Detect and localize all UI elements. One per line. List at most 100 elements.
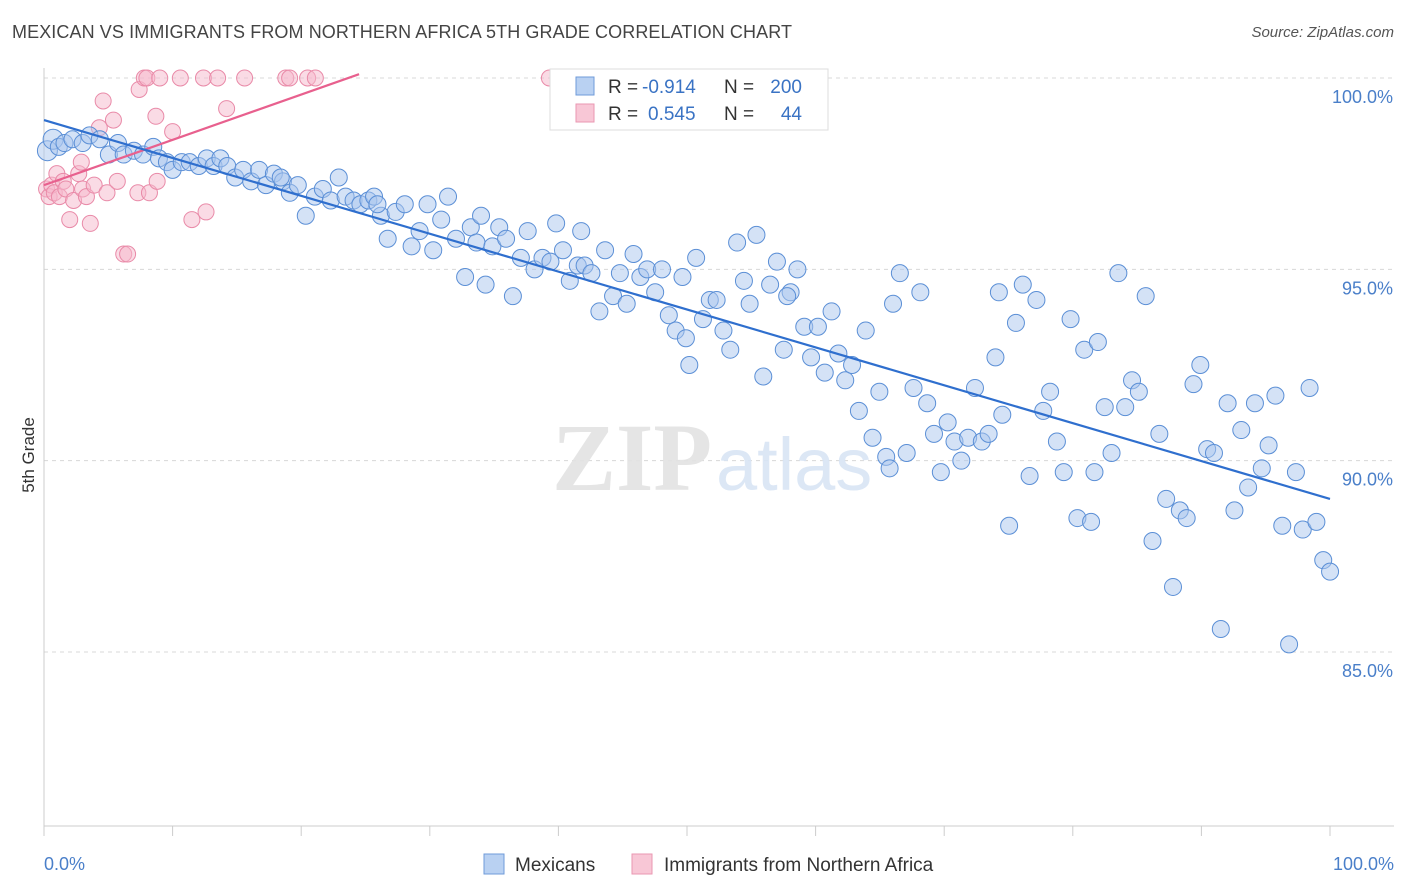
data-point-mexicans xyxy=(870,382,889,401)
data-point-mexicans xyxy=(288,176,307,195)
data-point-mexicans xyxy=(368,195,387,214)
data-point-mexicans xyxy=(1232,421,1251,440)
y-tick-label-85: 85.0% xyxy=(1342,661,1393,681)
data-point-mexicans xyxy=(476,275,495,294)
data-point-mexicans xyxy=(1000,516,1019,535)
data-point-mexicans xyxy=(1157,489,1176,508)
watermark: ZIP atlas xyxy=(552,404,872,511)
data-point-mexicans xyxy=(503,287,522,306)
data-point-mexicans xyxy=(1085,463,1104,482)
data-point-northern-africa xyxy=(209,69,227,87)
data-point-mexicans xyxy=(472,206,491,225)
data-point-mexicans xyxy=(1300,378,1319,397)
data-point-mexicans xyxy=(296,206,315,225)
data-point-mexicans xyxy=(1088,333,1107,352)
bottom-legend-label-northern-africa: Immigrants from Northern Africa xyxy=(664,855,934,876)
data-point-mexicans xyxy=(918,394,937,413)
data-point-mexicans xyxy=(1006,313,1025,332)
legend-r-label-2: R = xyxy=(608,104,638,125)
data-point-mexicans xyxy=(728,233,747,252)
legend-r-value-2: 0.545 xyxy=(648,104,696,125)
data-point-northern-africa xyxy=(171,69,189,87)
data-point-mexicans xyxy=(767,252,786,271)
data-point-mexicans xyxy=(395,195,414,214)
legend-n-label-2: N = xyxy=(724,104,754,125)
data-point-mexicans xyxy=(986,348,1005,367)
data-point-mexicans xyxy=(904,378,923,397)
data-point-mexicans xyxy=(740,294,759,313)
data-point-mexicans xyxy=(673,267,692,286)
legend-n-value-1: 200 xyxy=(770,77,802,98)
data-point-mexicans xyxy=(1027,290,1046,309)
chart-source: Source: ZipAtlas.com xyxy=(1251,24,1394,41)
data-point-mexicans xyxy=(659,306,678,325)
data-point-mexicans xyxy=(707,290,726,309)
data-point-mexicans xyxy=(815,363,834,382)
data-point-mexicans xyxy=(439,187,458,206)
data-point-mexicans xyxy=(553,241,572,260)
data-point-mexicans xyxy=(1164,577,1183,596)
data-point-mexicans xyxy=(1293,520,1312,539)
legend-r-value-1: -0.914 xyxy=(642,77,696,98)
data-point-mexicans xyxy=(676,329,695,348)
data-point-mexicans xyxy=(880,459,899,478)
data-point-mexicans xyxy=(1307,512,1326,531)
data-point-mexicans xyxy=(1102,444,1121,463)
data-point-northern-africa xyxy=(104,111,122,129)
data-point-mexicans xyxy=(911,283,930,302)
data-point-mexicans xyxy=(1047,432,1066,451)
data-point-mexicans xyxy=(1239,478,1258,497)
data-point-mexicans xyxy=(1150,424,1169,443)
data-point-mexicans xyxy=(1191,356,1210,374)
x-tick-label-min: 0.0% xyxy=(44,854,85,874)
data-point-northern-africa xyxy=(218,100,236,118)
data-point-northern-africa xyxy=(81,214,99,232)
data-point-mexicans xyxy=(456,267,475,286)
data-point-northern-africa xyxy=(236,69,254,87)
data-point-northern-africa xyxy=(306,69,324,87)
y-axis-title: 5th Grade xyxy=(19,417,38,493)
data-point-northern-africa xyxy=(98,184,116,202)
data-point-mexicans xyxy=(856,321,875,340)
data-point-mexicans xyxy=(747,225,766,244)
data-point-mexicans xyxy=(624,245,643,264)
data-point-northern-africa xyxy=(85,176,103,194)
data-point-mexicans xyxy=(897,444,916,463)
data-point-mexicans xyxy=(890,264,909,283)
legend-swatch-northern-africa xyxy=(575,103,595,123)
data-point-mexicans xyxy=(808,317,827,336)
data-point-mexicans xyxy=(1286,463,1305,482)
y-tick-labels: 85.0% 90.0% 95.0% 100.0% xyxy=(1332,87,1393,681)
data-point-northern-africa xyxy=(94,92,112,110)
data-point-mexicans xyxy=(938,413,957,432)
series-northern-africa-trendline xyxy=(43,73,360,187)
data-point-mexicans xyxy=(1041,382,1060,401)
data-point-mexicans xyxy=(774,340,793,359)
data-point-mexicans xyxy=(1013,275,1032,294)
y-tick-label-90: 90.0% xyxy=(1342,470,1393,490)
top-legend-box xyxy=(549,68,829,131)
data-point-mexicans xyxy=(989,283,1008,302)
data-point-northern-africa xyxy=(147,107,165,125)
data-point-mexicans xyxy=(1129,382,1148,401)
data-point-mexicans xyxy=(1245,394,1264,413)
data-point-mexicans xyxy=(687,248,706,267)
x-axis-ticks xyxy=(43,826,1331,836)
data-point-northern-africa xyxy=(194,69,212,87)
data-point-mexicans xyxy=(1259,436,1278,455)
data-point-mexicans xyxy=(1266,386,1285,405)
data-point-mexicans xyxy=(802,348,821,367)
data-point-mexicans xyxy=(931,463,950,482)
x-tick-label-max: 100.0% xyxy=(1333,854,1394,874)
series-mexicans-points xyxy=(36,126,1340,654)
data-point-mexicans xyxy=(788,260,807,279)
data-point-northern-africa xyxy=(148,172,166,190)
y-tick-label-100: 100.0% xyxy=(1332,87,1393,107)
data-point-mexicans xyxy=(993,405,1012,424)
data-point-northern-africa xyxy=(108,172,126,190)
data-point-mexicans xyxy=(590,302,609,321)
data-point-mexicans xyxy=(652,260,671,279)
data-point-mexicans xyxy=(884,294,903,313)
data-point-mexicans xyxy=(1075,340,1094,359)
data-point-mexicans xyxy=(1095,398,1114,417)
